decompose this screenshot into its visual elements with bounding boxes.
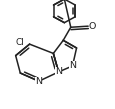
Text: Cl: Cl [15, 38, 24, 47]
Text: N: N [68, 61, 75, 70]
Text: N: N [35, 77, 42, 86]
Text: N: N [55, 67, 62, 76]
Text: O: O [88, 22, 95, 31]
